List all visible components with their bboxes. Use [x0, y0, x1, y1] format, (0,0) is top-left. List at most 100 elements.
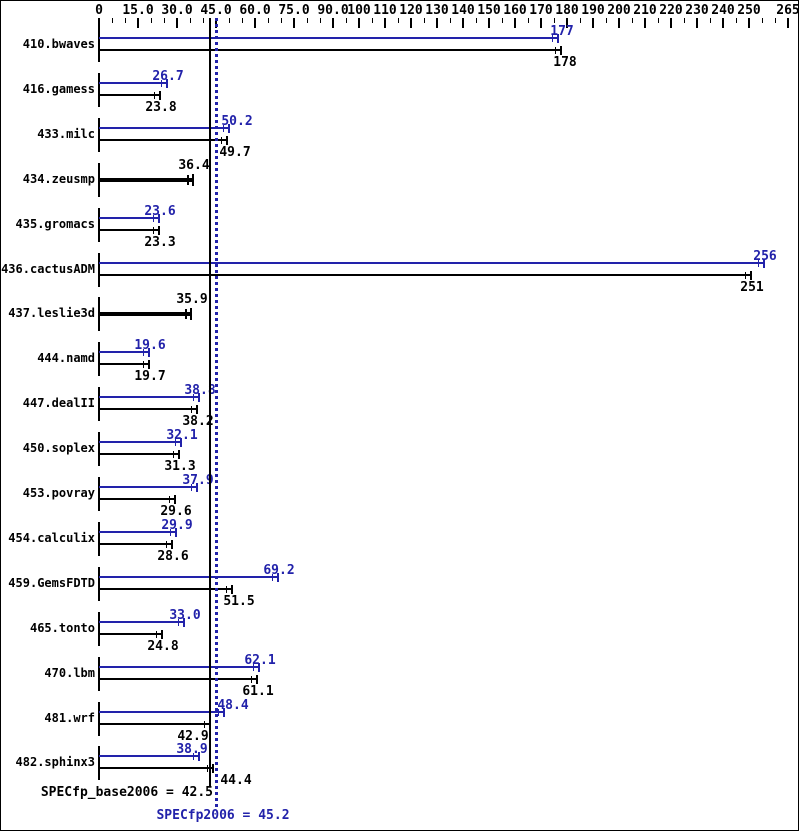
axis-minor-tick: [502, 18, 503, 23]
peak-end-cap: [166, 79, 168, 88]
peak-value-label: 48.4: [217, 698, 249, 713]
peak-end-cap: [180, 438, 182, 447]
peak-run-tick: [223, 125, 224, 132]
peak-value-label: 38.9: [176, 742, 208, 757]
peak-bar: [99, 441, 182, 443]
row-baseline-tick: [98, 73, 100, 107]
axis-minor-tick: [112, 18, 113, 23]
base-bar: [99, 498, 176, 500]
bar-run-tick: [185, 309, 187, 319]
peak-bar: [99, 127, 230, 129]
base-value-label: 44.4: [220, 773, 252, 788]
peak-bar: [99, 82, 168, 84]
axis-tick-label: 220: [659, 3, 683, 18]
peak-value-label: 38.8: [184, 383, 216, 398]
axis-major-tick: [436, 18, 438, 28]
peak-run-tick: [193, 753, 194, 760]
peak-value-label: 50.2: [221, 114, 253, 129]
peak-run-tick: [218, 709, 219, 716]
benchmark-label: 447.dealII: [22, 396, 95, 410]
benchmark-label: 433.milc: [37, 127, 95, 141]
axis-minor-tick: [424, 18, 425, 23]
peak-run-tick: [170, 529, 171, 536]
base-run-tick: [221, 137, 222, 144]
peak-mean-label: SPECfp2006 = 45.2: [156, 808, 290, 823]
axis-minor-tick: [203, 18, 204, 23]
axis-tick-label: 240: [711, 3, 735, 18]
base-value-label: 19.7: [134, 369, 166, 384]
base-bar: [99, 453, 180, 455]
axis-major-tick: [176, 18, 178, 28]
axis-minor-tick: [372, 18, 373, 23]
base-bar: [99, 767, 214, 769]
peak-run-tick: [191, 484, 192, 491]
axis-major-tick: [358, 18, 360, 28]
base-end-cap: [560, 46, 562, 55]
axis-minor-tick: [632, 18, 633, 23]
base-end-cap: [161, 630, 163, 639]
peak-end-cap: [228, 124, 230, 133]
peak-reference-line: [215, 18, 218, 809]
peak-value-label: 69.2: [263, 563, 295, 578]
base-run-tick: [207, 765, 208, 772]
base-bar: [99, 723, 211, 725]
peak-bar: [99, 755, 200, 757]
axis-tick-label: 150: [477, 3, 501, 18]
base-bar: [99, 363, 150, 365]
axis-tick-label: 265: [776, 3, 799, 18]
base-bar: [99, 633, 163, 635]
peak-end-cap: [258, 663, 260, 672]
axis-minor-tick: [229, 18, 230, 23]
base-end-cap: [148, 360, 150, 369]
axis-tick-label: 250: [737, 3, 761, 18]
axis-minor-tick: [307, 18, 308, 23]
base-value-label: 42.9: [177, 729, 209, 744]
axis-tick-label: 60.0: [239, 3, 271, 18]
peak-bar: [99, 576, 279, 578]
peak-end-cap: [148, 348, 150, 357]
base-value-label: 51.5: [223, 594, 255, 609]
base-value-label: 24.8: [147, 639, 179, 654]
bar-run-tick: [187, 175, 189, 185]
axis-tick-label: 120: [399, 3, 423, 18]
benchmark-label: 410.bwaves: [22, 37, 95, 51]
base-end-cap: [256, 675, 258, 684]
peak-end-cap: [277, 573, 279, 582]
axis-minor-tick: [710, 18, 711, 23]
peak-end-cap: [557, 34, 559, 43]
peak-bar: [99, 621, 185, 623]
axis-minor-tick: [658, 18, 659, 23]
axis-tick-label: 210: [633, 3, 657, 18]
axis-major-tick: [514, 18, 516, 28]
axis-major-tick: [722, 18, 724, 28]
base-bar: [99, 274, 752, 276]
row-baseline-tick: [98, 432, 100, 466]
axis-tick-label: 160: [503, 3, 527, 18]
axis-tick-label: 230: [685, 3, 709, 18]
axis-tick-label: 45.0: [200, 3, 232, 18]
base-run-tick: [154, 92, 155, 99]
axis-tick-label: 110: [373, 3, 397, 18]
benchmark-label: 465.tonto: [29, 621, 95, 635]
axis-tick-label: 130: [425, 3, 449, 18]
peak-bar: [99, 351, 150, 353]
bar-value-label: 35.9: [176, 292, 208, 307]
peak-bar: [99, 711, 225, 713]
bar: [99, 178, 194, 182]
axis-minor-tick: [476, 18, 477, 23]
row-baseline-tick: [98, 612, 100, 646]
base-end-cap: [231, 585, 233, 594]
axis-major-tick: [787, 18, 789, 28]
axis-minor-tick: [164, 18, 165, 23]
axis-minor-tick: [151, 18, 152, 23]
base-run-tick: [166, 541, 167, 548]
base-mean-label: SPECfp_base2006 = 42.5: [40, 785, 213, 800]
benchmark-label: 481.wrf: [44, 711, 95, 725]
peak-end-cap: [223, 708, 225, 717]
peak-bar: [99, 396, 200, 398]
peak-run-tick: [161, 80, 162, 87]
base-value-label: 38.2: [182, 414, 214, 429]
base-end-cap: [226, 136, 228, 145]
axis-tick-label: 75.0: [278, 3, 310, 18]
axis-major-tick: [644, 18, 646, 28]
